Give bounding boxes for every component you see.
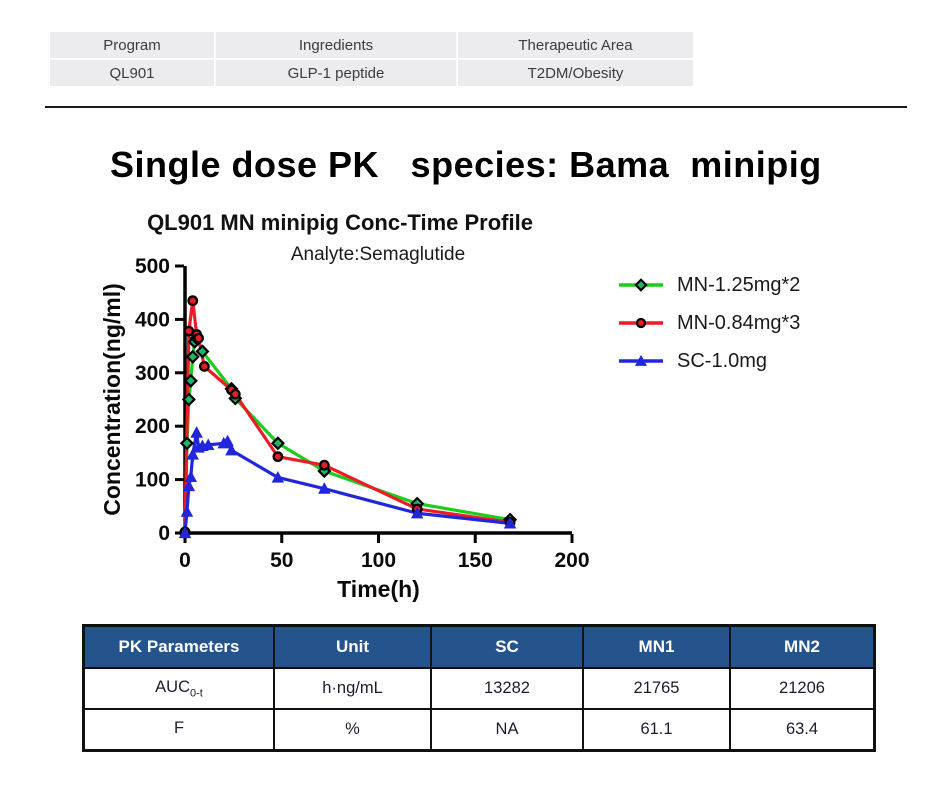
legend-item-sc: SC-1.0mg	[618, 348, 800, 374]
legend-swatch-circle-icon	[619, 317, 663, 329]
param-name: AUC	[155, 677, 190, 696]
svg-text:0: 0	[158, 522, 170, 545]
sc-cell: 13282	[430, 667, 584, 710]
mn2-cell: 63.4	[729, 708, 876, 752]
svg-text:Analyte:Semaglutide: Analyte:Semaglutide	[291, 244, 465, 265]
table-row: QL901 GLP-1 peptide T2DM/Obesity	[50, 60, 693, 86]
ingredients-value-cell: GLP-1 peptide	[216, 60, 456, 86]
therapeutic-area-value-cell: T2DM/Obesity	[458, 60, 693, 86]
chart-title: QL901 MN minipig Conc-Time Profile	[147, 210, 533, 235]
page-title: Single dose PK species: Bama minipig	[110, 144, 822, 185]
svg-text:0: 0	[179, 549, 191, 572]
mn2-header: MN2	[729, 624, 876, 669]
conc-time-chart: 0 100 200 300 400 500 0 50 100 150 200 Time(h) Conce…	[100, 244, 590, 602]
param-name: F	[173, 718, 185, 737]
unit-header: Unit	[273, 624, 432, 669]
legend-swatch-diamond-icon	[619, 278, 663, 292]
table-row-auc: AUC0-t h·ng/mL 13282 21765 21206	[82, 667, 876, 710]
pk-table-header-row: PK Parameters Unit SC MN1 MN2	[82, 624, 876, 669]
svg-text:100: 100	[135, 469, 170, 492]
param-cell: F	[82, 708, 275, 752]
mn2-cell: 21206	[729, 667, 876, 710]
sc-cell: NA	[430, 708, 584, 752]
svg-text:50: 50	[270, 549, 293, 572]
pk-chart-block: QL901 MN minipig Conc-Time Profile 0 100 2…	[100, 210, 620, 606]
svg-text:200: 200	[554, 549, 589, 572]
table-row: Program Ingredients Therapeutic Area	[50, 32, 693, 58]
param-subscript: 0-t	[190, 687, 203, 700]
program-info-table: Program Ingredients Therapeutic Area QL9…	[48, 30, 695, 88]
legend-label: SC-1.0mg	[677, 349, 768, 372]
param-cell: AUC0-t	[82, 667, 275, 710]
mn1-cell: 21765	[582, 667, 731, 710]
chart-legend: MN-1.25mg*2 MN-0.84mg*3 SC-1.0mg	[618, 272, 800, 386]
sc-header: SC	[430, 624, 584, 669]
divider-line	[45, 106, 907, 108]
program-value-cell: QL901	[50, 60, 214, 86]
therapeutic-area-header-cell: Therapeutic Area	[458, 32, 693, 58]
mn1-header: MN1	[582, 624, 731, 669]
program-header-cell: Program	[50, 32, 214, 58]
svg-text:Concentration(ng/ml): Concentration(ng/ml)	[100, 283, 125, 516]
pk-parameters-header: PK Parameters	[82, 624, 275, 669]
svg-text:200: 200	[135, 415, 170, 438]
svg-text:100: 100	[361, 549, 396, 572]
legend-label: MN-1.25mg*2	[677, 273, 801, 296]
svg-text:150: 150	[458, 549, 493, 572]
legend-item-mn1: MN-1.25mg*2	[618, 272, 800, 298]
table-row-f: F % NA 61.1 63.4	[82, 708, 876, 752]
ingredients-header-cell: Ingredients	[216, 32, 456, 58]
pk-parameters-table: PK Parameters Unit SC MN1 MN2 AUC0-t h·n…	[82, 624, 876, 752]
unit-cell: %	[273, 708, 432, 752]
mn1-cell: 61.1	[582, 708, 731, 752]
svg-text:300: 300	[135, 362, 170, 385]
legend-swatch-triangle-icon	[619, 354, 663, 366]
svg-text:Time(h): Time(h)	[337, 576, 420, 602]
legend-label: MN-0.84mg*3	[677, 311, 801, 334]
legend-item-mn2: MN-0.84mg*3	[618, 310, 800, 336]
unit-cell: h·ng/mL	[273, 667, 432, 710]
svg-text:400: 400	[135, 308, 170, 331]
svg-text:500: 500	[135, 255, 170, 278]
